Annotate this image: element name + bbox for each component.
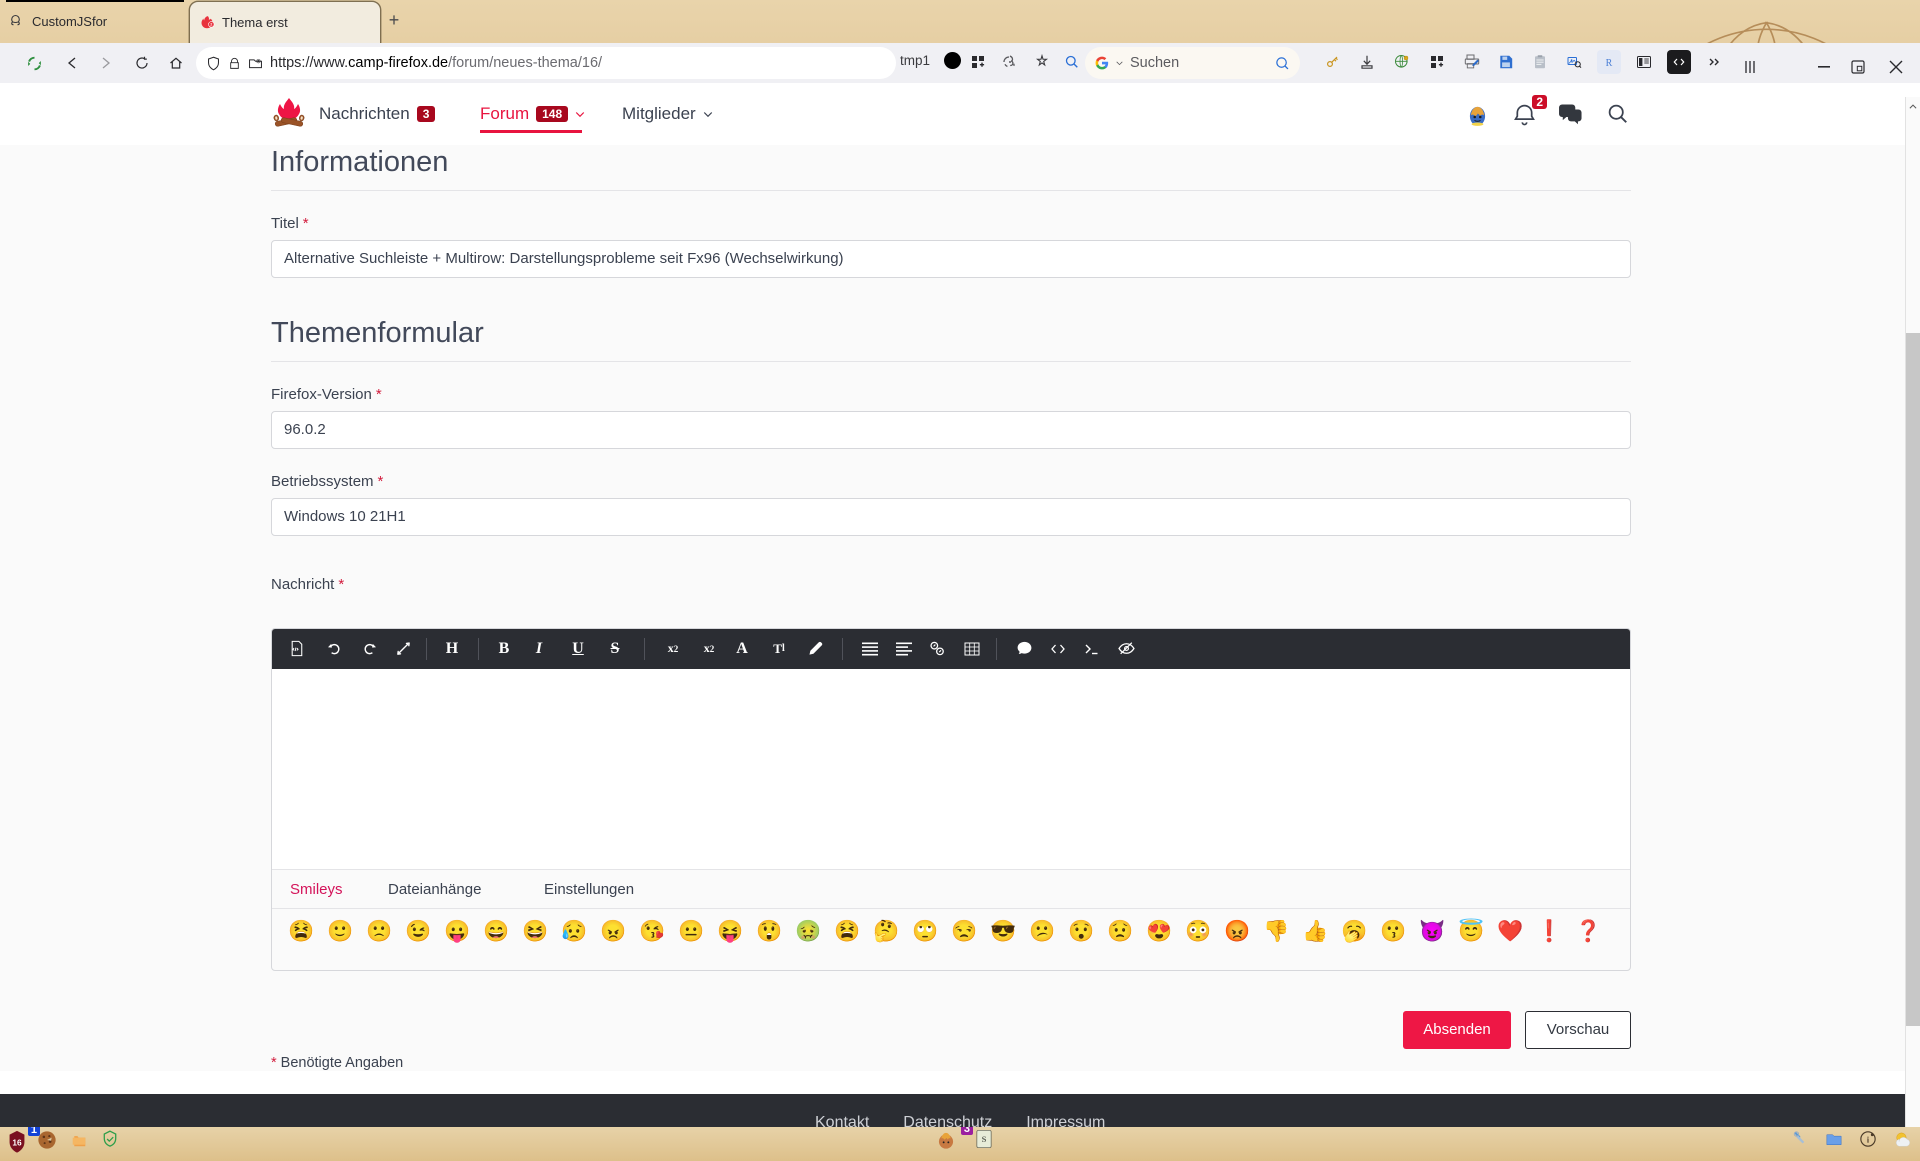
svg-text:R: R [1606, 58, 1613, 69]
svg-text:S: S [982, 1134, 987, 1144]
svg-text:16: 16 [12, 1138, 22, 1148]
svg-text:i: i [1867, 1136, 1870, 1145]
svg-text:2: 2 [210, 22, 212, 26]
svg-text:!: ! [1406, 56, 1407, 60]
